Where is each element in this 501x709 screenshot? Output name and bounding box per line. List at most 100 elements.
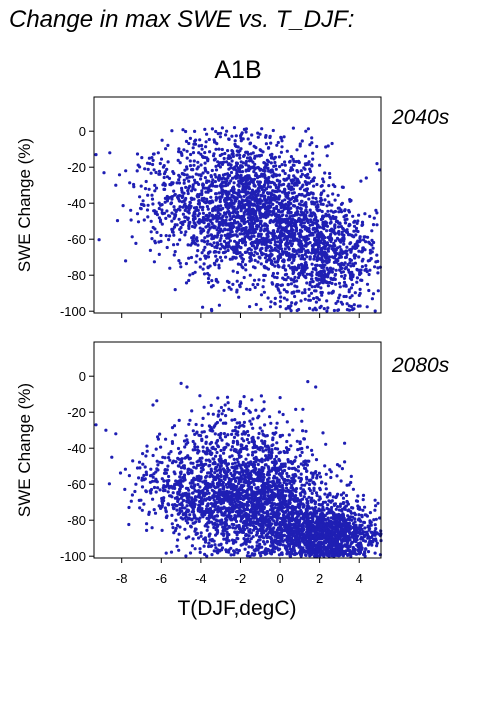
data-point [138, 195, 142, 199]
data-point [198, 550, 202, 555]
data-point [181, 212, 185, 216]
data-point [266, 201, 270, 205]
data-point [205, 213, 209, 217]
data-point [145, 528, 149, 533]
data-point [302, 270, 306, 274]
data-point [285, 290, 289, 294]
data-point [248, 142, 252, 146]
data-point [284, 235, 288, 239]
data-point [263, 273, 267, 278]
data-point [278, 299, 282, 303]
data-point [304, 201, 308, 205]
data-point [212, 489, 216, 494]
data-point [243, 220, 247, 224]
data-point [287, 447, 291, 452]
data-point [370, 297, 374, 301]
data-point [249, 152, 253, 156]
data-point [241, 260, 245, 264]
data-point [239, 528, 243, 532]
data-point [286, 488, 290, 492]
data-point [201, 267, 205, 271]
data-point [281, 227, 285, 231]
data-point [242, 489, 246, 493]
data-point [191, 167, 195, 172]
data-point [357, 213, 361, 217]
data-point [160, 208, 164, 212]
data-point [166, 490, 170, 494]
data-point [368, 214, 372, 218]
data-point [218, 207, 222, 211]
data-point [311, 247, 315, 251]
data-point [329, 216, 333, 220]
data-point [237, 184, 241, 188]
data-point [273, 264, 277, 268]
data-point [268, 220, 272, 225]
data-point [275, 283, 279, 287]
data-point [231, 526, 235, 530]
data-point [371, 223, 376, 227]
data-point [165, 175, 169, 179]
data-point [189, 152, 193, 157]
data-point [215, 491, 219, 495]
data-point [343, 273, 347, 278]
data-point [182, 191, 186, 195]
data-point [295, 252, 299, 256]
data-point [225, 193, 230, 198]
data-point [252, 183, 256, 187]
data-point [255, 243, 259, 247]
data-point [206, 255, 211, 259]
data-point [354, 226, 359, 230]
data-point [296, 510, 300, 514]
data-point [296, 218, 300, 222]
data-point [172, 189, 176, 193]
data-point [329, 475, 333, 480]
data-point [289, 479, 293, 483]
data-point [268, 185, 272, 189]
data-point [231, 282, 235, 286]
data-point [322, 222, 326, 226]
data-point [341, 227, 345, 231]
data-point [355, 280, 359, 284]
data-point [192, 221, 196, 225]
data-point [207, 541, 211, 545]
data-point [251, 230, 255, 234]
data-point [235, 207, 239, 211]
data-point [355, 241, 359, 246]
data-point [239, 281, 243, 285]
data-point [147, 187, 151, 191]
data-point [234, 164, 239, 168]
data-point [253, 250, 257, 254]
data-point [245, 174, 249, 178]
data-point [321, 431, 325, 435]
data-point [311, 308, 315, 312]
data-point [229, 518, 233, 522]
data-point [280, 509, 284, 513]
data-point [327, 184, 331, 188]
data-point [190, 224, 195, 229]
data-point [199, 231, 203, 235]
data-point [253, 266, 257, 270]
data-point [165, 245, 169, 250]
data-point [282, 135, 286, 139]
data-point [289, 282, 293, 286]
data-point [217, 178, 221, 182]
data-point [312, 267, 317, 271]
data-point [328, 171, 332, 176]
data-point [223, 212, 227, 216]
data-point [173, 215, 177, 219]
data-point [273, 506, 277, 510]
data-point [195, 254, 199, 258]
data-point [191, 214, 195, 218]
data-point [232, 214, 236, 218]
data-point [167, 452, 171, 456]
data-point [278, 252, 282, 256]
data-point [266, 146, 271, 150]
data-point [296, 170, 300, 174]
data-point [303, 162, 307, 166]
data-point [300, 139, 304, 143]
data-point [224, 133, 228, 137]
data-point [244, 130, 248, 134]
data-point [117, 173, 122, 177]
data-point [296, 497, 300, 501]
data-point [132, 182, 136, 187]
